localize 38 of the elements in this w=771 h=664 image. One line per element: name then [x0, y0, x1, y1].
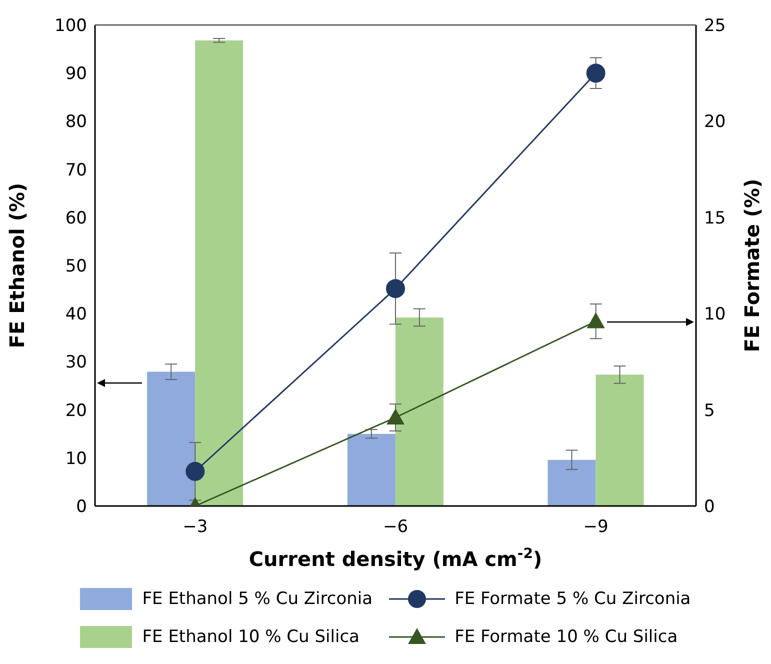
point: [586, 64, 606, 83]
legend-label: FE Ethanol 5 % Cu Zirconia: [142, 589, 373, 609]
y-tick-label: 10: [65, 448, 87, 469]
y-tick-label: 70: [65, 160, 87, 180]
y-tick-label: 100: [54, 16, 87, 36]
y2-tick-label: 20: [704, 112, 726, 132]
y-tick-label: 40: [65, 304, 87, 325]
x-tick-label: −6: [382, 517, 408, 538]
legend-label: FE Formate 10 % Cu Silica: [454, 627, 678, 647]
x-tick-label: −3: [182, 517, 208, 538]
y2-tick-label: 5: [704, 400, 715, 421]
y-tick-label: 0: [76, 497, 87, 518]
bar: [195, 40, 244, 506]
point: [386, 408, 404, 424]
legend-label: FE Formate 5 % Cu Zirconia: [454, 589, 691, 609]
bar: [596, 374, 644, 506]
y2-tick-label: 0: [704, 497, 715, 518]
y-axis-title: FE Ethanol (%): [5, 182, 29, 348]
bar: [548, 460, 596, 506]
y-tick-label: 50: [65, 256, 87, 277]
point: [186, 462, 205, 481]
bar: [347, 434, 396, 506]
y2-axis-title: FE Formate (%): [740, 178, 764, 352]
point: [586, 312, 605, 328]
y-tick-label: 60: [65, 208, 87, 228]
y2-tick-label: 25: [704, 16, 726, 36]
y-tick-label: 30: [65, 352, 87, 373]
y-tick-label: 90: [65, 64, 87, 84]
bar: [147, 372, 196, 506]
point: [386, 279, 405, 298]
y2-tick-label: 10: [704, 304, 726, 325]
y-tick-label: 20: [65, 400, 87, 421]
bar: [395, 317, 444, 506]
y-tick-label: 80: [65, 112, 87, 132]
y2-tick-label: 15: [704, 208, 726, 228]
legend-label: FE Ethanol 10 % Cu Silica: [142, 627, 360, 647]
x-axis-title: Current density (mA cm$^{-2}$): [248, 546, 542, 571]
x-tick-label: −9: [583, 517, 608, 538]
